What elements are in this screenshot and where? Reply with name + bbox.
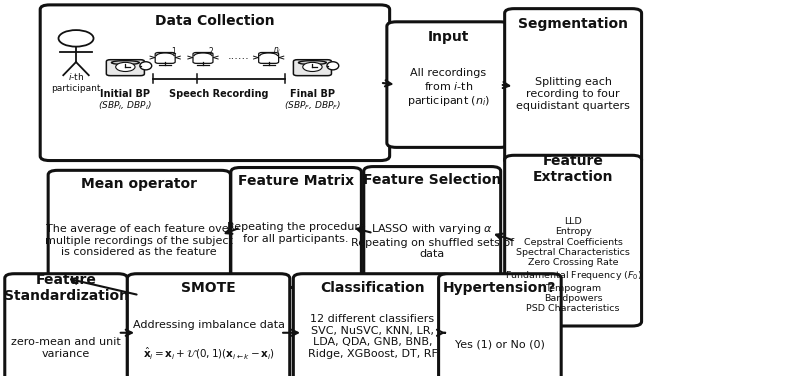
FancyBboxPatch shape	[364, 167, 501, 300]
Text: Yes (1) or No (0): Yes (1) or No (0)	[455, 339, 544, 349]
Text: Final BP: Final BP	[290, 89, 335, 99]
Text: Input: Input	[427, 30, 469, 44]
Text: 1: 1	[171, 47, 176, 56]
Text: Data Collection: Data Collection	[155, 14, 275, 28]
Text: Addressing imbalance data: Addressing imbalance data	[133, 320, 284, 330]
Ellipse shape	[111, 61, 139, 65]
Text: LASSO with varying $\alpha$
Repeating on shuffled sets of
data: LASSO with varying $\alpha$ Repeating on…	[351, 222, 513, 259]
FancyBboxPatch shape	[193, 53, 213, 63]
Text: Feature
Extraction: Feature Extraction	[533, 154, 614, 184]
Text: Segmentation: Segmentation	[518, 17, 628, 31]
FancyBboxPatch shape	[505, 155, 642, 326]
Text: $\hat{\mathbf{x}}_i = \mathbf{x}_i + \mathcal{U}(0,1)(\mathbf{x}_{i\leftarrow k}: $\hat{\mathbf{x}}_i = \mathbf{x}_i + \ma…	[142, 346, 275, 361]
Text: 12 different classifiers
SVC, NuSVC, KNN, LR,
LDA, QDA, GNB, BNB,
Ridge, XGBoost: 12 different classifiers SVC, NuSVC, KNN…	[307, 314, 438, 359]
Text: Feature
Standardization: Feature Standardization	[3, 273, 129, 303]
Text: zero-mean and unit
variance: zero-mean and unit variance	[11, 337, 121, 359]
Text: $i$-th
participant: $i$-th participant	[51, 71, 101, 92]
FancyBboxPatch shape	[439, 274, 561, 376]
FancyBboxPatch shape	[107, 60, 144, 76]
Text: ($SBP_F$, $DBP_F$): ($SBP_F$, $DBP_F$)	[283, 99, 341, 112]
FancyBboxPatch shape	[155, 53, 175, 63]
Text: $n_i$: $n_i$	[273, 46, 281, 56]
FancyBboxPatch shape	[294, 60, 331, 76]
Ellipse shape	[327, 62, 339, 70]
Text: The average of each feature over
multiple recordings of the subject
is considere: The average of each feature over multipl…	[45, 224, 233, 257]
Circle shape	[302, 62, 322, 71]
Text: 2: 2	[209, 47, 213, 56]
Text: Repeating the procedure
for all participants.: Repeating the procedure for all particip…	[227, 222, 365, 244]
Text: SMOTE: SMOTE	[181, 280, 236, 295]
Text: All recordings
from $i$-th
participant ($n_i$): All recordings from $i$-th participant (…	[407, 68, 490, 108]
Circle shape	[59, 30, 94, 47]
FancyBboxPatch shape	[231, 168, 361, 287]
Text: Hypertension?: Hypertension?	[443, 280, 556, 295]
Text: Feature Matrix: Feature Matrix	[238, 174, 354, 188]
FancyBboxPatch shape	[49, 170, 231, 300]
Circle shape	[115, 62, 135, 71]
Text: ($SBP_I$, $DBP_I$): ($SBP_I$, $DBP_I$)	[99, 99, 152, 112]
Text: Initial BP: Initial BP	[100, 89, 150, 99]
Text: Classification: Classification	[320, 280, 425, 295]
Text: Mean operator: Mean operator	[81, 177, 197, 191]
FancyBboxPatch shape	[259, 53, 279, 63]
Ellipse shape	[298, 61, 326, 65]
Text: LLD
Entropy
Cepstral Coefficients
Spectral Characteristics
Zero Crossing Rate
Fu: LLD Entropy Cepstral Coefficients Spectr…	[505, 217, 642, 313]
FancyBboxPatch shape	[387, 22, 509, 147]
FancyBboxPatch shape	[294, 274, 452, 376]
Text: Splitting each
recording to four
equidistant quarters: Splitting each recording to four equidis…	[516, 77, 630, 111]
Text: ......: ......	[228, 52, 250, 61]
Text: Speech Recording: Speech Recording	[170, 89, 268, 99]
FancyBboxPatch shape	[505, 9, 642, 164]
FancyBboxPatch shape	[5, 274, 127, 376]
FancyBboxPatch shape	[41, 5, 390, 161]
Text: Feature Selection: Feature Selection	[363, 173, 501, 188]
Ellipse shape	[140, 62, 152, 70]
FancyBboxPatch shape	[127, 274, 290, 376]
